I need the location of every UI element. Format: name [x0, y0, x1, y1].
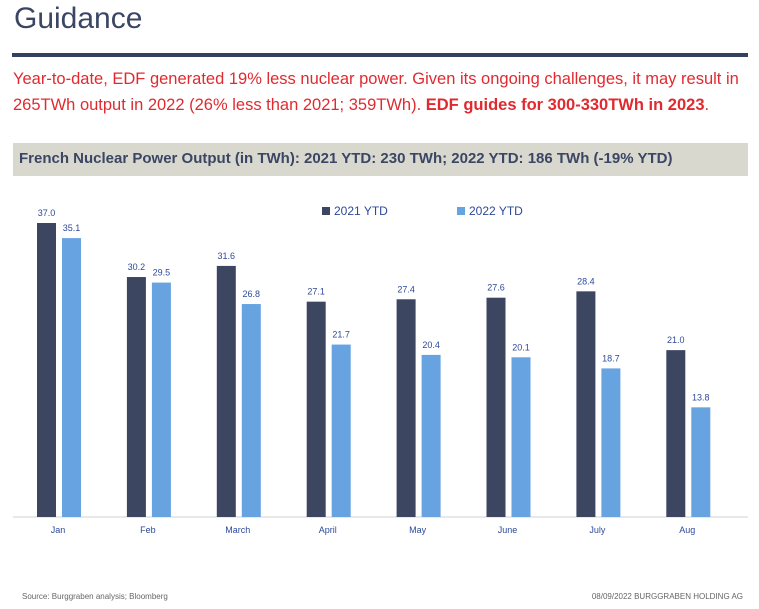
- chart-header-band: French Nuclear Power Output (in TWh): 20…: [13, 143, 748, 176]
- bar: [216, 265, 236, 517]
- bar: [576, 291, 596, 517]
- bar: [396, 299, 416, 517]
- data-label: 35.1: [63, 223, 81, 233]
- x-tick-label: Feb: [140, 525, 156, 535]
- data-label: 29.5: [153, 268, 171, 278]
- data-label: 20.4: [422, 340, 440, 350]
- page-title: Guidance: [14, 2, 143, 35]
- x-tick-label: June: [498, 525, 518, 535]
- bar: [151, 282, 171, 517]
- lead-main: Year-to-date, EDF generated 19% less nuc…: [13, 70, 739, 114]
- x-tick-label: Aug: [679, 525, 695, 535]
- x-tick-label: March: [225, 525, 250, 535]
- x-tick-label: May: [409, 525, 427, 535]
- data-label: 37.0: [38, 208, 56, 218]
- chart-header: French Nuclear Power Output (in TWh): 20…: [19, 150, 673, 167]
- data-label: 27.4: [397, 284, 415, 294]
- data-label: 30.2: [128, 262, 146, 272]
- footer-right: 08/09/2022 BURGGRABEN HOLDING AG: [591, 592, 743, 601]
- bar: [511, 357, 531, 517]
- data-label: 27.1: [307, 287, 325, 297]
- data-label: 18.7: [602, 353, 620, 363]
- bar: [421, 354, 441, 517]
- x-tick-label: Jan: [51, 525, 66, 535]
- bar: [126, 277, 146, 517]
- data-label: 21.0: [667, 335, 685, 345]
- lead-text: Year-to-date, EDF generated 19% less nuc…: [13, 66, 753, 118]
- title-rule: [12, 53, 748, 57]
- bar: [666, 350, 686, 517]
- bar: [601, 368, 621, 517]
- data-label: 31.6: [218, 251, 236, 261]
- source-note: Source: Burggraben analysis; Bloomberg: [22, 592, 168, 601]
- bar: [331, 344, 351, 517]
- data-label: 20.1: [512, 342, 530, 352]
- x-tick-label: April: [319, 525, 337, 535]
- legend-label: 2021 YTD: [334, 204, 388, 218]
- bar: [241, 304, 261, 517]
- bar: [62, 238, 81, 517]
- bar-chart: 2021 YTD 2022 YTD Jan 37.0 35.1 Feb 30.2 29.5 Ma…: [13, 204, 748, 535]
- bar: [306, 301, 326, 517]
- data-label: 26.8: [243, 289, 261, 299]
- data-label: 13.8: [692, 392, 710, 402]
- data-label: 27.6: [487, 283, 505, 293]
- bar: [486, 297, 506, 517]
- bar: [691, 407, 711, 517]
- legend-swatch: [457, 207, 465, 215]
- x-tick-label: July: [589, 525, 606, 535]
- bar: [37, 223, 56, 517]
- legend-label: 2022 YTD: [469, 204, 523, 218]
- lead-bold: EDF guides for 300-330TWh in 2023: [425, 96, 705, 114]
- data-label: 21.7: [332, 330, 350, 340]
- lead-end: .: [704, 96, 710, 114]
- data-label: 28.4: [577, 276, 595, 286]
- legend-swatch: [322, 207, 330, 215]
